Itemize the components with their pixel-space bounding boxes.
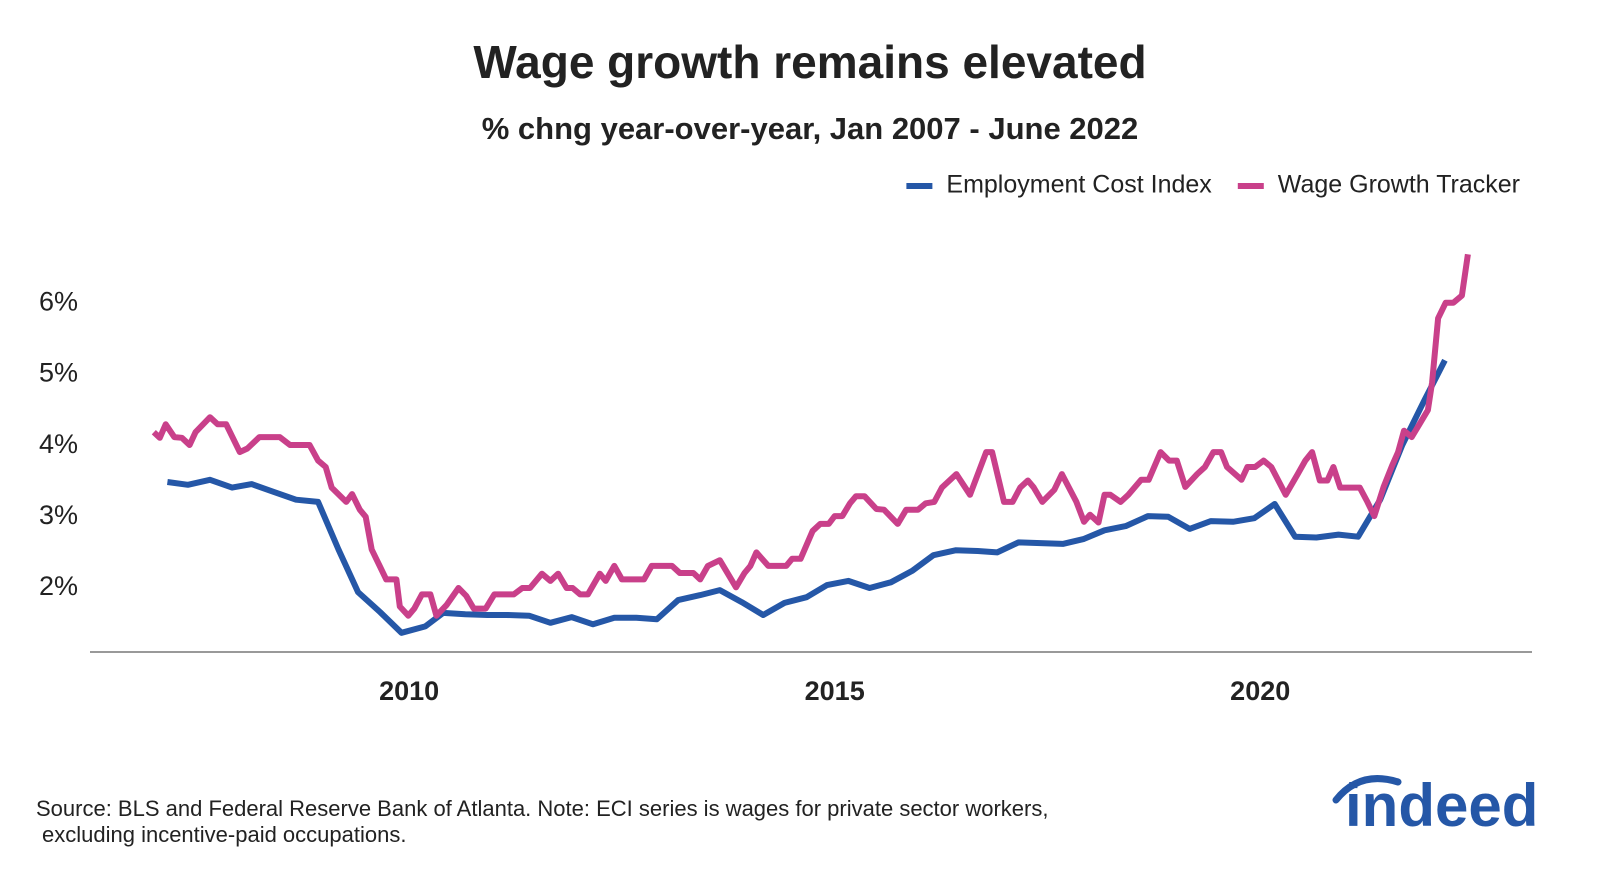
source-note: excluding incentive-paid occupations. (42, 822, 406, 847)
chart-subtitle: % chng year-over-year, Jan 2007 - June 2… (482, 111, 1139, 146)
chart-title: Wage growth remains elevated (473, 36, 1146, 88)
x-tick-label: 2020 (1230, 676, 1290, 706)
series-line (166, 358, 1448, 636)
y-tick-label: 6% (39, 287, 78, 317)
y-tick-label: 2% (39, 571, 78, 601)
y-tick-label: 3% (39, 500, 78, 530)
y-tick-label: 4% (39, 429, 78, 459)
x-tick-label: 2010 (379, 676, 439, 706)
logo: indeed (1345, 772, 1538, 839)
logo-arc (1332, 775, 1402, 804)
x-tick-label: 2015 (805, 676, 865, 706)
legend-label: Wage Growth Tracker (1278, 171, 1520, 199)
y-tick-label: 5% (39, 358, 78, 388)
series-line (151, 253, 1471, 619)
source-note: Source: BLS and Federal Reserve Bank of … (36, 796, 1048, 821)
legend-label: Employment Cost Index (946, 171, 1212, 199)
